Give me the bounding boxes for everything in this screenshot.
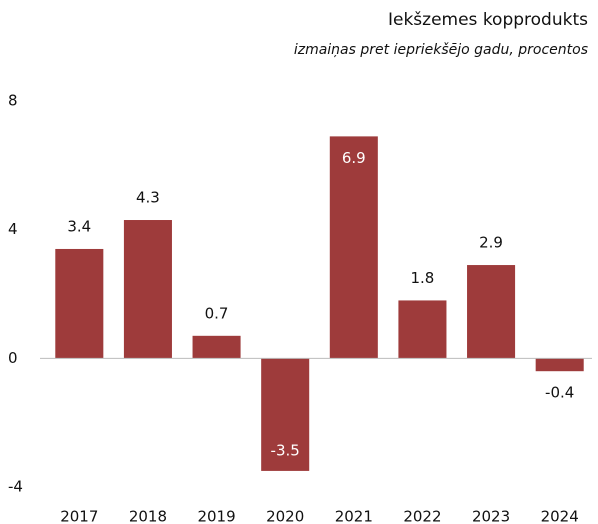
x-tick-label: 2019	[197, 508, 235, 524]
bar	[261, 358, 310, 471]
value-label: 4.3	[136, 189, 160, 207]
value-label: 3.4	[67, 217, 91, 235]
x-tick-label: 2022	[403, 508, 441, 524]
value-label: 6.9	[342, 149, 366, 167]
value-label: 0.7	[205, 304, 229, 322]
x-tick-label: 2021	[335, 508, 373, 524]
bar	[467, 265, 516, 359]
x-tick-label: 2023	[472, 508, 510, 524]
value-label: 1.8	[411, 269, 435, 287]
y-tick-label: -4	[8, 478, 23, 496]
bar	[55, 248, 104, 359]
chart-subtitle: izmaiņas pret iepriekšējo gadu, procento…	[294, 42, 588, 58]
value-label: -0.4	[545, 384, 574, 402]
y-tick-label: 8	[8, 92, 18, 110]
y-tick-label: 0	[8, 349, 18, 367]
bar	[535, 358, 584, 372]
bar	[398, 300, 447, 359]
bar	[192, 335, 241, 359]
y-tick-label: 4	[8, 220, 18, 238]
x-tick-label: 2024	[541, 508, 579, 524]
bar	[329, 136, 378, 359]
x-tick-label: 2018	[129, 508, 167, 524]
x-tick-label: 2017	[60, 508, 98, 524]
value-label: 2.9	[479, 234, 503, 252]
x-tick-label: 2020	[266, 508, 304, 524]
chart-title: Iekšzemes kopprodukts	[388, 10, 588, 30]
bar	[123, 220, 172, 359]
value-label: -3.5	[271, 441, 300, 459]
